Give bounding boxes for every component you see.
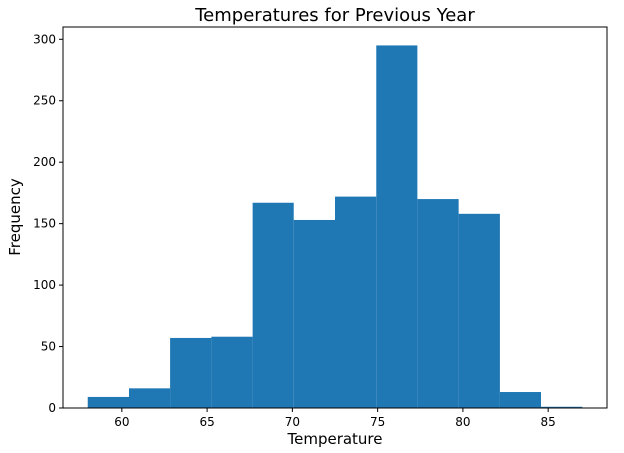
y-tick-label: 0 [48, 401, 56, 415]
histogram-bar [252, 202, 294, 408]
histogram-bar [499, 392, 542, 408]
y-tick-label: 150 [33, 217, 56, 231]
y-tick-label: 200 [33, 155, 56, 169]
x-tick-label: 75 [370, 415, 385, 429]
y-tick-label: 250 [33, 94, 56, 108]
plot-frame [62, 26, 608, 409]
y-tick-label: 50 [41, 340, 56, 354]
y-axis: 0 50 100 150 200 250 300 [33, 32, 63, 415]
x-tick-label: 70 [285, 415, 300, 429]
x-tick-label: 85 [541, 415, 556, 429]
histogram-bar [170, 337, 212, 408]
histogram-bar [211, 336, 253, 408]
histogram-bar [541, 406, 583, 408]
y-tick-label: 100 [33, 278, 56, 292]
histogram-bar [376, 45, 418, 408]
histogram-bar [128, 388, 171, 408]
x-tick-label: 80 [455, 415, 470, 429]
histogram-bar [417, 199, 459, 408]
histogram-bar [293, 219, 335, 408]
histogram-bar [335, 196, 377, 408]
histogram-bar [458, 213, 500, 408]
x-axis-label: Temperature [286, 430, 382, 448]
x-tick-label: 60 [114, 415, 129, 429]
bars-group [87, 45, 583, 408]
y-tick-label: 300 [33, 32, 56, 46]
x-tick-label: 65 [199, 415, 214, 429]
x-axis: 60 65 70 75 80 85 [114, 408, 556, 429]
chart-title: Temperatures for Previous Year [194, 5, 475, 26]
y-axis-label: Frequency [6, 178, 24, 256]
histogram-bar [87, 396, 129, 408]
